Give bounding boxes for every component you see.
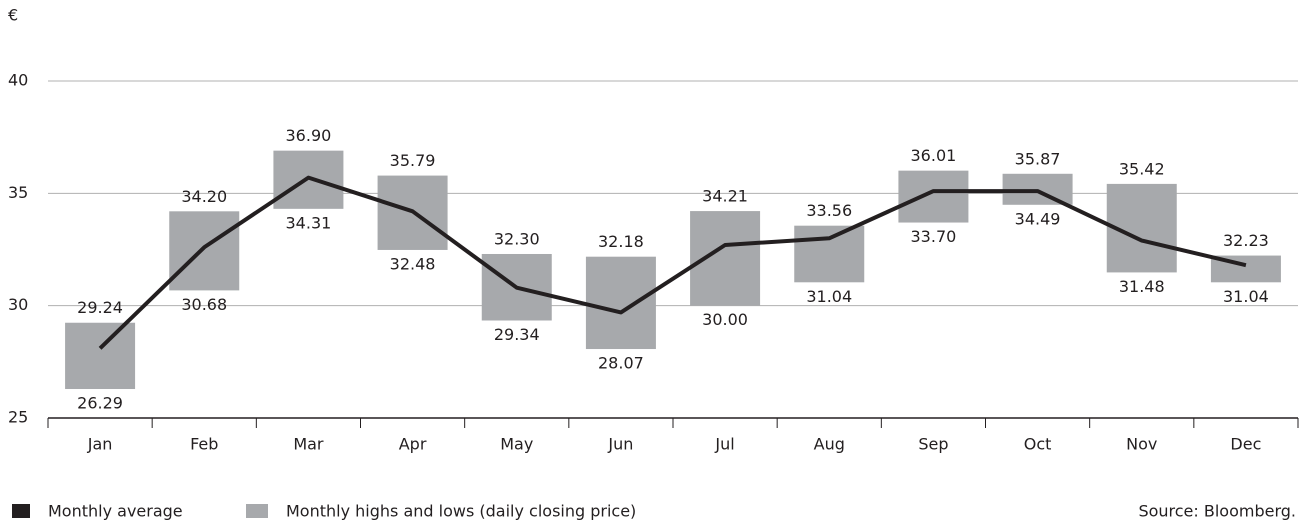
- y-tick-label: 25: [8, 408, 28, 427]
- low-label: 29.34: [494, 325, 540, 344]
- high-label: 34.20: [181, 187, 227, 206]
- low-label: 30.00: [702, 310, 748, 329]
- x-tick-label: Jul: [714, 435, 734, 454]
- legend-label: Monthly average: [48, 502, 183, 521]
- high-label: 32.18: [598, 232, 644, 251]
- high-label: 35.42: [1119, 159, 1165, 178]
- x-tick-label: Apr: [399, 435, 427, 454]
- y-axis-label: €: [8, 6, 18, 25]
- low-label: 34.31: [286, 213, 332, 232]
- low-label: 34.49: [1015, 209, 1061, 228]
- legend-swatch: [246, 504, 268, 518]
- high-label: 32.30: [494, 229, 540, 248]
- low-label: 28.07: [598, 354, 644, 373]
- x-tick-label: Dec: [1230, 435, 1261, 454]
- high-label: 35.87: [1015, 149, 1061, 168]
- low-label: 26.29: [77, 394, 123, 413]
- legend-label: Monthly highs and lows (daily closing pr…: [286, 502, 636, 521]
- x-tick-label: Mar: [293, 435, 324, 454]
- low-label: 31.04: [806, 287, 852, 306]
- low-label: 30.68: [181, 295, 227, 314]
- range-bar: [690, 211, 761, 306]
- high-label: 34.21: [702, 187, 748, 206]
- x-tick-label: May: [500, 435, 533, 454]
- low-label: 33.70: [911, 227, 957, 246]
- x-tick-label: Nov: [1126, 435, 1157, 454]
- range-bar: [169, 211, 240, 291]
- range-bar: [65, 322, 136, 390]
- x-tick-label: Aug: [814, 435, 845, 454]
- high-label: 36.90: [286, 126, 332, 145]
- low-label: 31.48: [1119, 277, 1165, 296]
- x-tick-label: Feb: [190, 435, 218, 454]
- high-label: 33.56: [806, 201, 852, 220]
- x-tick-label: Sep: [918, 435, 948, 454]
- high-label: 36.01: [911, 146, 957, 165]
- range-bar: [898, 170, 969, 223]
- average-line: [98, 175, 1247, 350]
- high-label: 32.23: [1223, 231, 1269, 250]
- x-tick-label: Jun: [607, 435, 633, 454]
- high-label: 29.24: [77, 298, 123, 317]
- low-label: 31.04: [1223, 287, 1269, 306]
- y-tick-label: 30: [8, 295, 28, 314]
- high-label: 35.79: [390, 151, 436, 170]
- low-label: 32.48: [390, 254, 436, 273]
- legend-swatch: [12, 504, 30, 518]
- range-bar: [794, 225, 865, 283]
- range-bar: [585, 256, 656, 350]
- source: Source: Bloomberg.: [1138, 502, 1296, 521]
- x-tick-label: Oct: [1024, 435, 1052, 454]
- y-tick-label: 40: [8, 71, 28, 90]
- y-tick-label: 35: [8, 183, 28, 202]
- x-tick-label: Jan: [87, 435, 113, 454]
